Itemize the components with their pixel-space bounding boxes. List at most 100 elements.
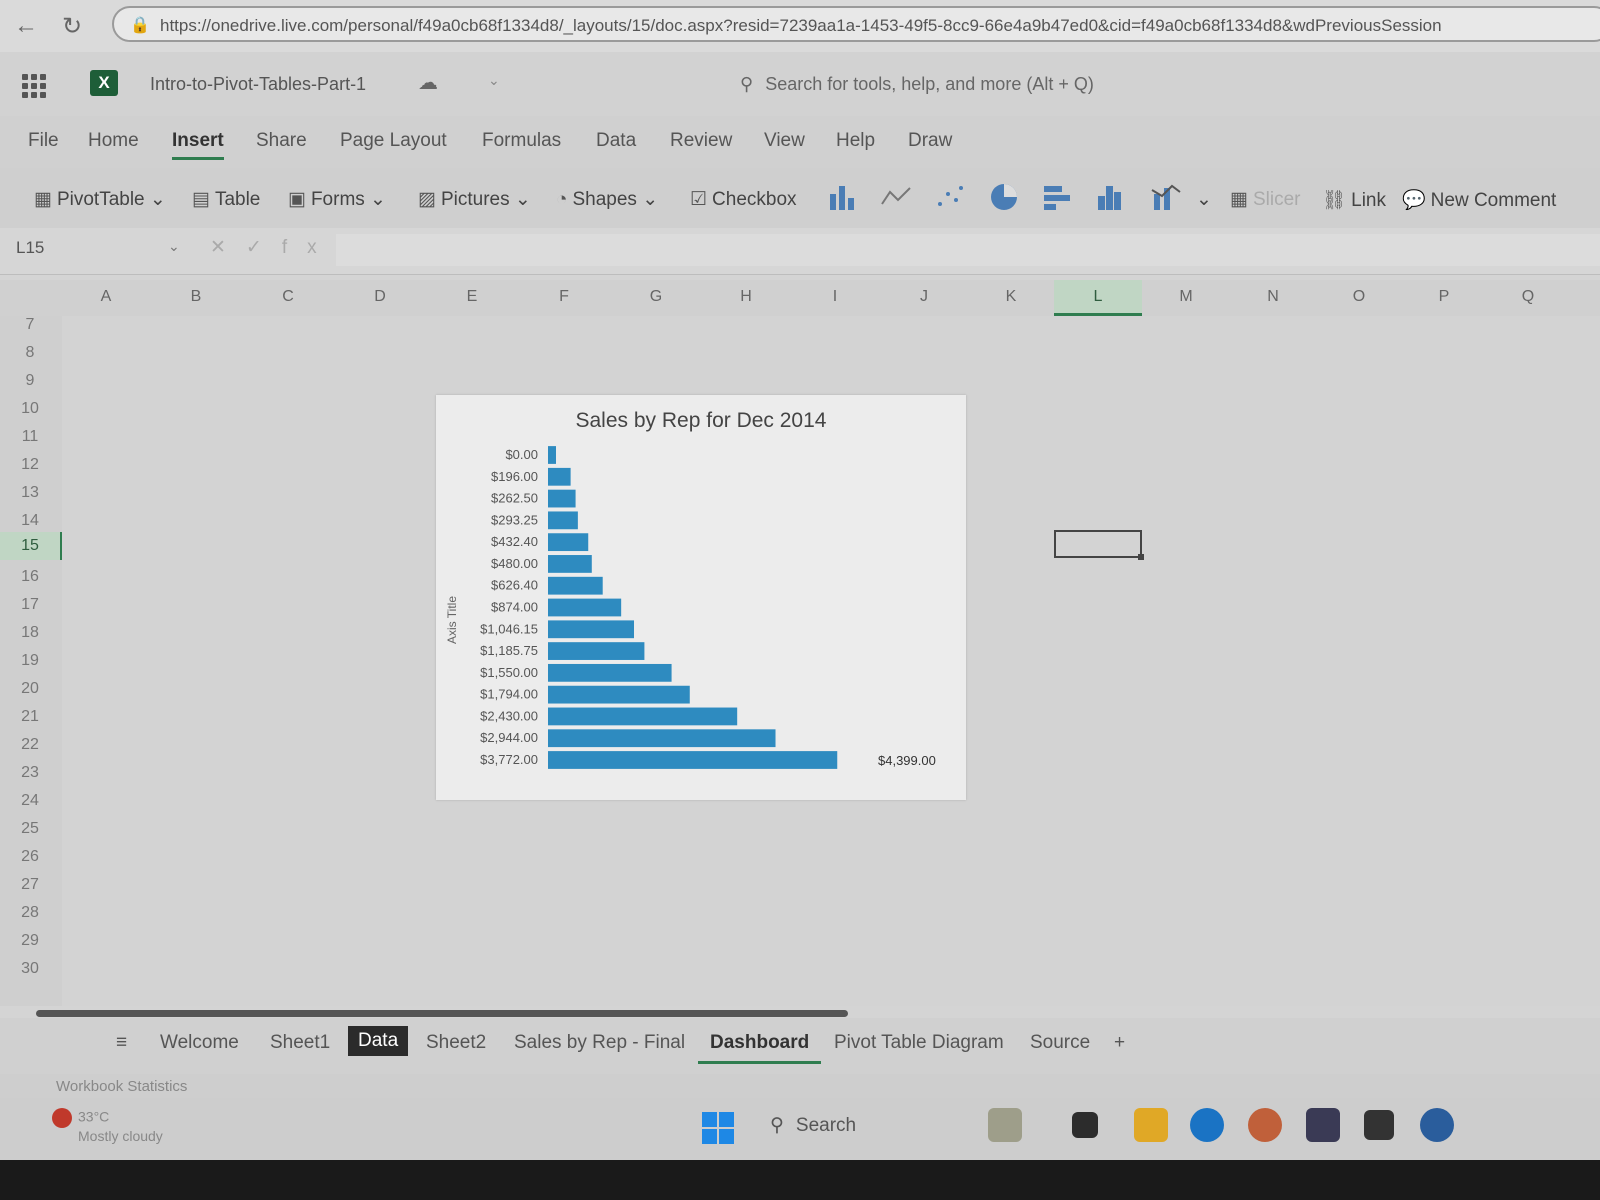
row-header[interactable]: 30	[21, 960, 39, 977]
column-header-j[interactable]: J	[920, 288, 928, 305]
scatter-chart-icon[interactable]	[934, 182, 966, 212]
tab-page-layout[interactable]: Page Layout	[340, 130, 447, 151]
tab-file[interactable]: File	[28, 130, 59, 151]
document-title[interactable]: Intro-to-Pivot-Tables-Part-1	[150, 74, 367, 94]
tab-share[interactable]: Share	[256, 130, 307, 151]
name-box-chevron-icon[interactable]: ⌄	[168, 238, 180, 254]
row-header[interactable]: 8	[25, 344, 35, 361]
bar[interactable]	[548, 446, 556, 464]
column-header-i[interactable]: I	[832, 288, 838, 305]
shapes-button[interactable]: ◔ Shapes ⌄	[556, 189, 659, 210]
new-comment-button[interactable]: 💬 New Comment	[1402, 190, 1557, 211]
row-header[interactable]: 29	[21, 932, 39, 949]
row-header-selected[interactable]: 15	[0, 532, 63, 560]
row-header[interactable]: 7	[25, 316, 35, 333]
url-field[interactable]: 🔒 https://onedrive.live.com/personal/f49…	[112, 6, 1600, 42]
sheet-tab-welcome[interactable]: Welcome	[160, 1032, 239, 1053]
row-header[interactable]: 21	[21, 708, 39, 725]
column-header-f[interactable]: F	[559, 288, 569, 305]
bar-chart-icon[interactable]	[1042, 182, 1074, 212]
workbook-statistics[interactable]: Workbook Statistics	[56, 1078, 188, 1095]
column-chart-icon[interactable]	[826, 182, 858, 212]
tab-review[interactable]: Review	[670, 130, 733, 151]
row-header[interactable]: 9	[25, 372, 35, 389]
column-header-e[interactable]: E	[466, 288, 478, 305]
bar[interactable]	[548, 685, 690, 704]
file-explorer-icon[interactable]	[1134, 1108, 1168, 1142]
column-header-g[interactable]: G	[649, 288, 663, 305]
pivottable-button[interactable]: ▦ PivotTable ⌄	[34, 189, 166, 210]
sales-chart[interactable]: Sales by Rep for Dec 2014 Axis Title $0.…	[436, 395, 966, 800]
pie-chart-icon[interactable]	[988, 182, 1020, 212]
widgets-icon[interactable]	[988, 1108, 1022, 1142]
column-header-d[interactable]: D	[374, 288, 386, 305]
bar[interactable]	[548, 467, 571, 486]
bar[interactable]	[548, 511, 578, 530]
column-header-o[interactable]: O	[1352, 288, 1366, 305]
all-sheets-menu-icon[interactable]: ≡	[116, 1032, 128, 1053]
bar[interactable]	[548, 598, 622, 617]
chevron-down-icon[interactable]: ⌄	[488, 72, 500, 88]
histogram-icon[interactable]	[1096, 182, 1128, 212]
horizontal-scrollbar[interactable]	[36, 1008, 1600, 1018]
bar[interactable]	[548, 533, 589, 552]
column-header-n[interactable]: N	[1267, 288, 1279, 305]
refresh-icon[interactable]: ↻	[62, 13, 83, 40]
scrollbar-thumb[interactable]	[36, 1010, 848, 1017]
slicer-button[interactable]: ▦ Slicer	[1230, 189, 1301, 210]
row-header[interactable]: 11	[21, 428, 39, 445]
bar[interactable]	[548, 642, 645, 660]
row-header[interactable]: 25	[21, 820, 39, 837]
weather-widget[interactable]: 33°C Mostly cloudy	[52, 1108, 163, 1144]
column-header-m[interactable]: M	[1179, 288, 1193, 305]
row-header[interactable]: 14	[21, 512, 39, 529]
bar[interactable]	[548, 751, 838, 769]
bar[interactable]	[548, 729, 776, 748]
table-button[interactable]: ▤ Table	[192, 189, 261, 210]
outlook-icon[interactable]	[1420, 1108, 1454, 1142]
row-header[interactable]: 13	[21, 484, 39, 501]
row-header[interactable]: 12	[21, 456, 39, 473]
copilot-icon[interactable]	[1248, 1108, 1282, 1142]
bar[interactable]	[548, 576, 603, 595]
bar[interactable]	[548, 489, 576, 508]
row-header[interactable]: 19	[21, 652, 39, 669]
cloud-saved-icon[interactable]: ☁	[418, 72, 438, 94]
formula-input[interactable]	[336, 234, 1600, 266]
tab-insert[interactable]: Insert	[172, 130, 224, 160]
row-header[interactable]: 27	[21, 876, 39, 893]
sheet-tab-pivot-table-diagram[interactable]: Pivot Table Diagram	[834, 1032, 1004, 1053]
sheet-tab-dashboard[interactable]: Dashboard	[697, 1032, 822, 1064]
tab-formulas[interactable]: Formulas	[482, 130, 562, 151]
row-header[interactable]: 26	[21, 848, 39, 865]
active-cell-l15[interactable]	[1054, 530, 1144, 560]
column-header-q[interactable]: Q	[1521, 288, 1535, 305]
row-header[interactable]: 18	[21, 624, 39, 641]
sheet-tab-sales-by-rep-final[interactable]: Sales by Rep - Final	[514, 1032, 686, 1053]
cancel-icon[interactable]: ✕	[210, 237, 246, 258]
tab-draw[interactable]: Draw	[908, 130, 953, 151]
row-header[interactable]: 23	[21, 764, 39, 781]
tab-home[interactable]: Home	[88, 130, 139, 151]
bar[interactable]	[548, 555, 592, 573]
add-sheet-button[interactable]: +	[1114, 1032, 1126, 1053]
link-button[interactable]: ⛓ Link	[1322, 190, 1386, 211]
column-header-k[interactable]: K	[1005, 288, 1017, 305]
bar[interactable]	[548, 663, 672, 682]
column-header-b[interactable]: B	[190, 288, 202, 305]
column-header-c[interactable]: C	[282, 288, 294, 305]
name-box[interactable]: L15	[16, 238, 45, 257]
dropbox-icon[interactable]	[1364, 1110, 1394, 1140]
function-icon[interactable]: fx	[281, 237, 337, 258]
bar[interactable]	[548, 620, 635, 639]
windows-start-icon[interactable]	[702, 1112, 734, 1144]
column-header-p[interactable]: P	[1438, 288, 1450, 305]
pictures-button[interactable]: ▨ Pictures ⌄	[418, 189, 531, 210]
more-charts-chevron-icon[interactable]: ⌄	[1196, 189, 1212, 210]
taskbar-search[interactable]: ⚲ Search	[770, 1115, 857, 1136]
column-header-a[interactable]: A	[100, 288, 112, 305]
column-header-l[interactable]: L	[1054, 280, 1142, 316]
sheet-tab-source[interactable]: Source	[1030, 1032, 1091, 1053]
checkbox-button[interactable]: ☑ Checkbox	[690, 189, 797, 210]
search-box[interactable]: ⚲ Search for tools, help, and more (Alt +…	[740, 74, 1094, 95]
